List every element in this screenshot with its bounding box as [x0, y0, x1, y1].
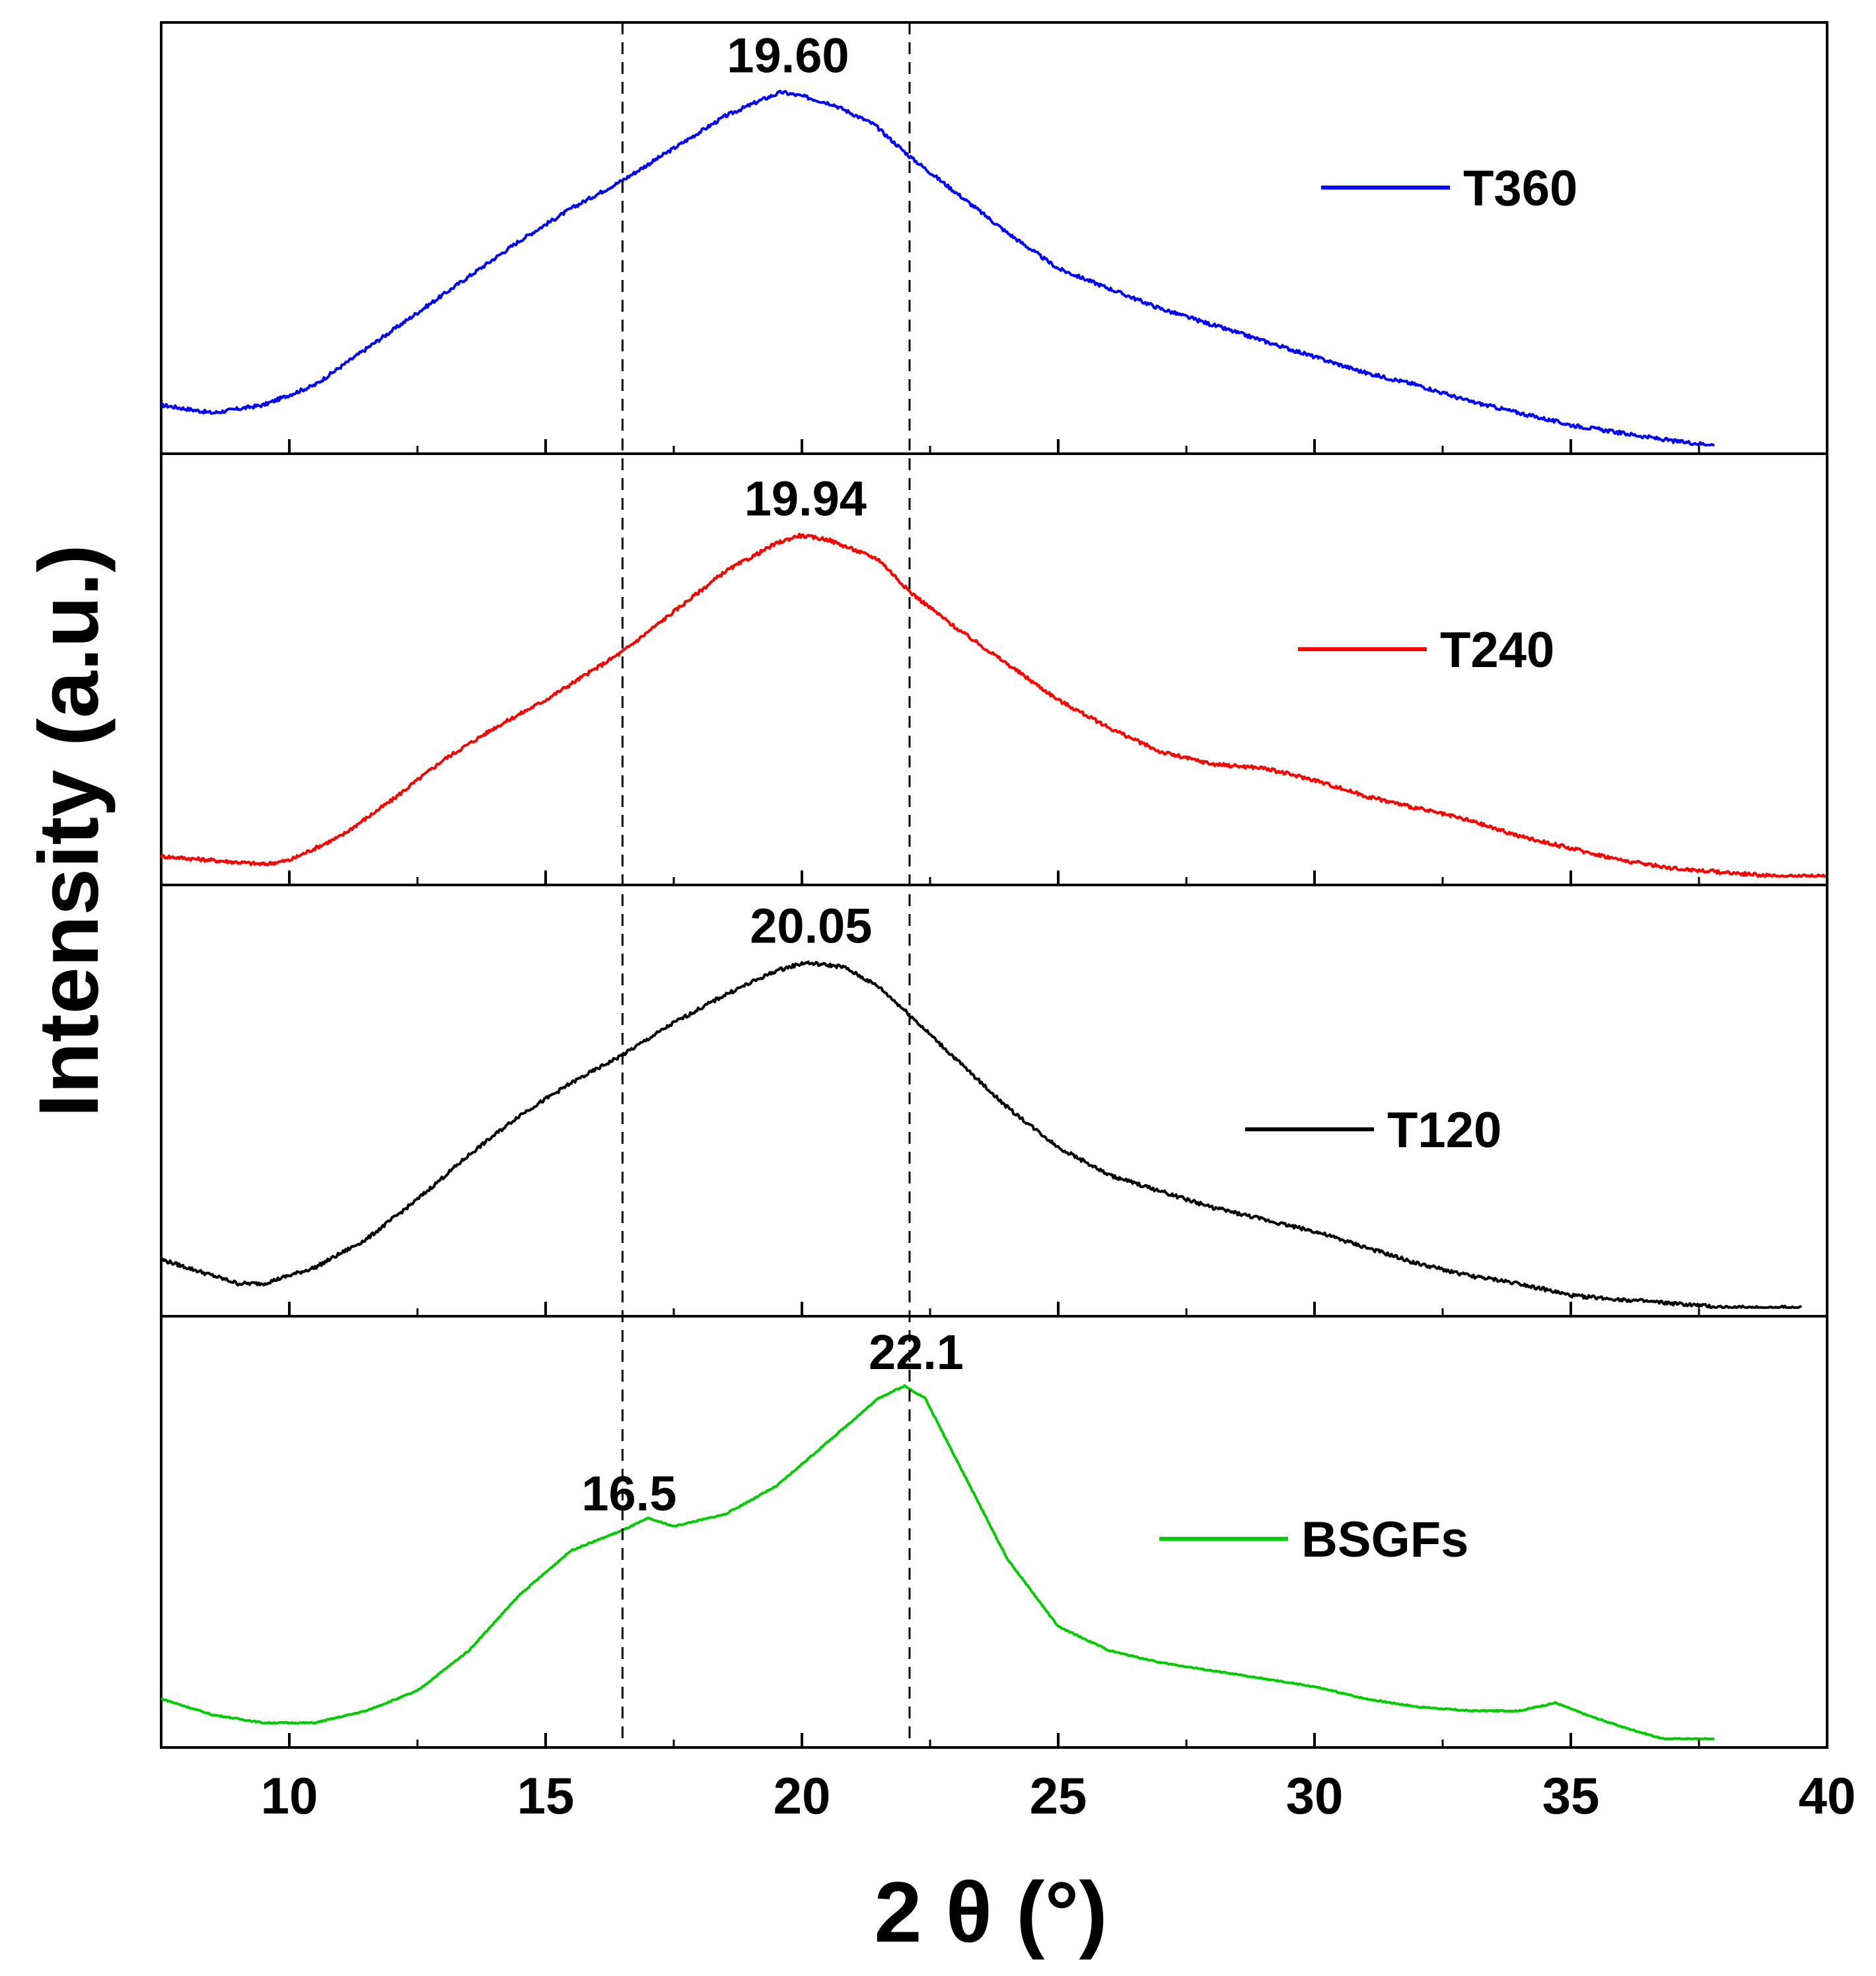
series-line-bsgfs: [161, 1384, 1715, 1740]
panels-layer: [160, 21, 1828, 1749]
legend-label-bsgfs: BSGFs: [1301, 1512, 1468, 1568]
annotations-layer: T360 19.60 T240 19.94 T120 20.05 BSGFs 16.5 22.1: [581, 28, 1577, 1568]
legend-label-t360: T360: [1463, 160, 1577, 217]
series-line-t120: [160, 960, 1803, 1309]
panel-frame-bsgfs: [160, 1315, 1828, 1749]
x-axis-title: 2 θ (°): [874, 1864, 1107, 1960]
legend-label-t120: T120: [1387, 1102, 1501, 1158]
x-tick-label-35: 35: [1542, 1767, 1600, 1825]
peak-label-t240: 19.94: [744, 472, 867, 526]
x-axis-ticks: 10 15 20 25 30 35 40: [261, 439, 1856, 1825]
series-line-t240: [160, 532, 1828, 878]
series-line-t360: [161, 89, 1715, 446]
peak-label-t360: 19.60: [727, 28, 849, 83]
x-tick-label-20: 20: [774, 1767, 831, 1825]
peak-label-t120: 20.05: [750, 899, 872, 954]
x-tick-label-10: 10: [261, 1767, 318, 1825]
peak-label-bsgfs-0: 16.5: [581, 1466, 676, 1521]
panel-frame-t120: [160, 884, 1828, 1318]
panel-frame-t360: [160, 21, 1828, 455]
panel-frame-t240: [160, 452, 1828, 886]
y-axis-title: Intensity (a.u.): [22, 544, 116, 1117]
x-tick-label-25: 25: [1030, 1767, 1087, 1825]
x-tick-label-30: 30: [1286, 1767, 1344, 1825]
reference-lines: [621, 22, 911, 1747]
x-tick-label-40: 40: [1799, 1767, 1856, 1825]
x-tick-label-15: 15: [517, 1767, 575, 1825]
legend-label-t240: T240: [1440, 622, 1554, 678]
peak-label-bsgfs-1: 22.1: [869, 1325, 964, 1380]
